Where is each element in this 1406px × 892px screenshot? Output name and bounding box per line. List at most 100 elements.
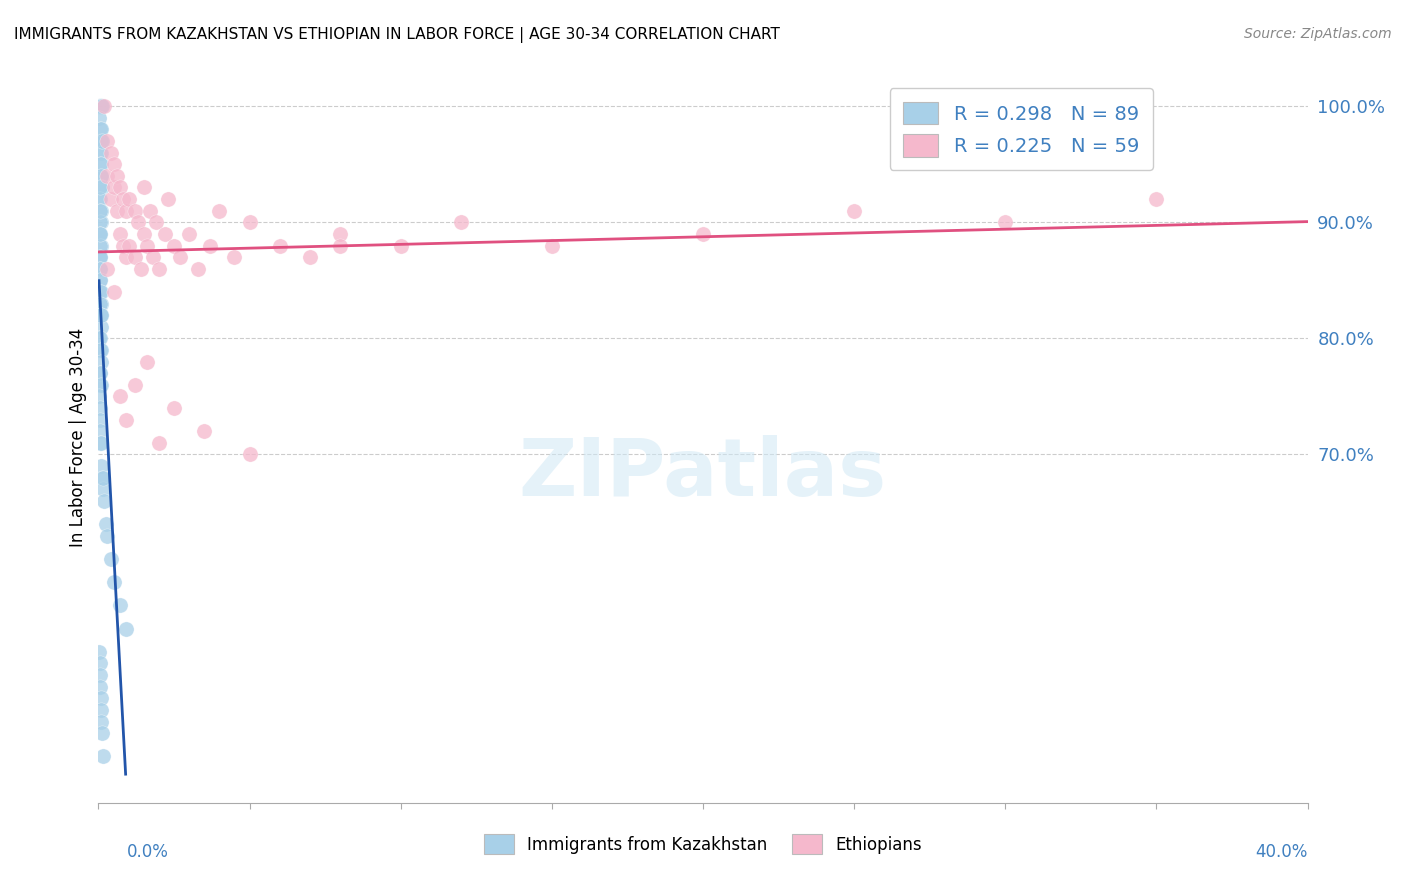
Point — [89, 285, 111, 299]
Point — [89, 366, 111, 380]
Point — [844, 203, 866, 218]
Point — [90, 145, 112, 160]
Point — [89, 261, 111, 276]
Point — [100, 192, 122, 206]
Point — [90, 436, 112, 450]
Point — [89, 366, 111, 380]
Point — [200, 238, 222, 252]
Point — [90, 308, 112, 322]
Text: Source: ZipAtlas.com: Source: ZipAtlas.com — [1244, 27, 1392, 41]
Point — [96, 529, 118, 543]
Legend: Immigrants from Kazakhstan, Ethiopians: Immigrants from Kazakhstan, Ethiopians — [477, 828, 929, 860]
Point — [132, 180, 155, 194]
Point — [89, 134, 111, 148]
Point — [90, 215, 112, 229]
Point — [90, 377, 112, 392]
Point — [105, 203, 128, 218]
Point — [89, 192, 111, 206]
Point — [96, 261, 118, 276]
Point — [90, 169, 112, 183]
Point — [90, 99, 112, 113]
Point — [132, 227, 155, 241]
Point — [90, 157, 112, 171]
Point — [135, 354, 157, 368]
Point — [89, 296, 111, 310]
Point — [89, 180, 111, 194]
Point — [163, 238, 186, 252]
Point — [90, 285, 112, 299]
Point — [96, 169, 118, 183]
Point — [91, 471, 114, 485]
Point — [89, 111, 111, 125]
Point — [1144, 192, 1167, 206]
Point — [111, 238, 134, 252]
Point — [208, 203, 231, 218]
Point — [148, 436, 170, 450]
Point — [89, 99, 111, 113]
Point — [299, 250, 322, 264]
Point — [114, 412, 136, 426]
Point — [89, 668, 111, 682]
Point — [224, 250, 246, 264]
Point — [103, 157, 125, 171]
Point — [193, 424, 215, 438]
Point — [91, 726, 114, 740]
Point — [124, 377, 146, 392]
Point — [269, 238, 291, 252]
Point — [89, 215, 111, 229]
Point — [139, 203, 162, 218]
Point — [89, 331, 111, 345]
Point — [124, 203, 146, 218]
Point — [89, 99, 111, 113]
Point — [89, 273, 111, 287]
Point — [89, 273, 111, 287]
Point — [89, 99, 111, 113]
Point — [329, 227, 352, 241]
Point — [103, 285, 125, 299]
Text: 0.0%: 0.0% — [127, 843, 169, 861]
Point — [89, 296, 111, 310]
Point — [90, 169, 112, 183]
Point — [114, 250, 136, 264]
Point — [89, 401, 111, 415]
Point — [96, 134, 118, 148]
Point — [389, 238, 412, 252]
Point — [111, 192, 134, 206]
Point — [89, 145, 111, 160]
Point — [135, 238, 157, 252]
Point — [89, 157, 111, 171]
Point — [103, 575, 125, 590]
Point — [90, 99, 112, 113]
Point — [89, 99, 111, 113]
Point — [239, 215, 262, 229]
Point — [163, 401, 186, 415]
Point — [90, 308, 112, 322]
Point — [129, 261, 152, 276]
Point — [114, 622, 136, 636]
Point — [89, 227, 111, 241]
Point — [89, 203, 111, 218]
Point — [90, 238, 112, 252]
Point — [90, 691, 112, 706]
Point — [89, 227, 111, 241]
Point — [91, 749, 114, 764]
Point — [89, 250, 111, 264]
Point — [89, 657, 111, 671]
Point — [93, 99, 115, 113]
Point — [90, 99, 112, 113]
Point — [89, 331, 111, 345]
Point — [540, 238, 562, 252]
Point — [148, 261, 170, 276]
Point — [100, 552, 122, 566]
Point — [94, 517, 117, 532]
Point — [118, 192, 141, 206]
Point — [108, 227, 131, 241]
Point — [153, 227, 176, 241]
Point — [142, 250, 165, 264]
Point — [108, 180, 131, 194]
Point — [89, 285, 111, 299]
Point — [89, 261, 111, 276]
Point — [89, 192, 111, 206]
Point — [89, 180, 111, 194]
Point — [90, 134, 112, 148]
